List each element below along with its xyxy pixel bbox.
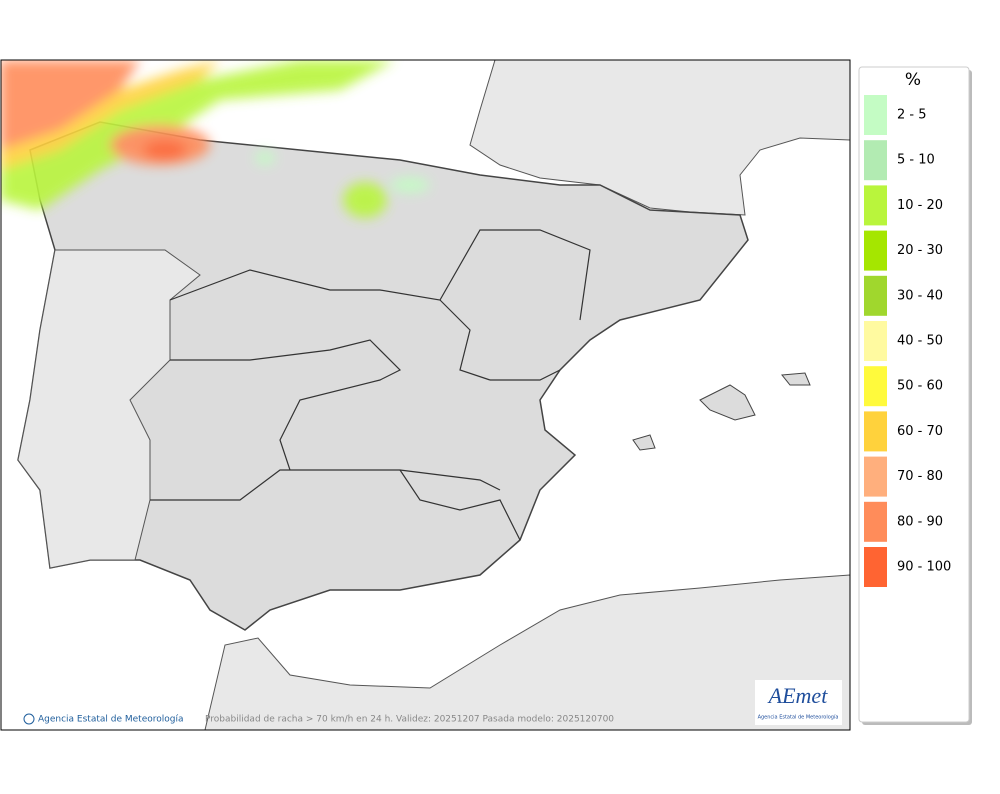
legend-swatch bbox=[864, 547, 887, 587]
footer-credit: Agencia Estatal de Meteorología bbox=[38, 715, 184, 725]
logo: AEmet bbox=[767, 683, 829, 708]
legend-swatch bbox=[864, 275, 887, 316]
caption: Probabilidad de racha > 70 km/h en 24 h.… bbox=[205, 715, 614, 725]
legend-swatch bbox=[864, 230, 887, 271]
legend-label: 2 - 5 bbox=[897, 108, 927, 123]
logo-subtitle: Agencia Estatal de Meteorología bbox=[758, 714, 839, 721]
legend-items: 2 - 5 5 - 10 10 - 20 20 - 30 30 - 40 40 - 50 5… bbox=[864, 95, 951, 587]
probability-overlay bbox=[1, 60, 430, 218]
ibiza bbox=[632, 434, 656, 451]
legend-swatch bbox=[864, 185, 887, 226]
legend-label: 30 - 40 bbox=[897, 288, 943, 303]
legend-swatch bbox=[864, 501, 887, 542]
legend-label: 40 - 50 bbox=[897, 334, 943, 349]
copyright-icon bbox=[23, 713, 35, 725]
legend-label: 80 - 90 bbox=[897, 514, 943, 529]
map: Agencia Estatal de Meteorología Probabil… bbox=[1, 60, 850, 730]
legend-swatch bbox=[864, 411, 887, 452]
legend-label: 90 - 100 bbox=[897, 560, 951, 575]
logo-box bbox=[755, 680, 842, 725]
legend-swatch bbox=[864, 456, 887, 497]
legend-title: % bbox=[905, 70, 921, 90]
map-frame bbox=[0, 59, 851, 731]
legend-label: 20 - 30 bbox=[897, 243, 943, 258]
legend-label: 60 - 70 bbox=[897, 424, 943, 439]
legend-swatch bbox=[864, 366, 887, 407]
mallorca bbox=[699, 384, 756, 421]
legend-label: 70 - 80 bbox=[897, 469, 943, 484]
portugal-border bbox=[17, 249, 201, 569]
africa bbox=[204, 574, 850, 730]
legend-swatch bbox=[864, 95, 887, 135]
legend-swatch bbox=[864, 321, 887, 361]
legend-swatch bbox=[864, 140, 887, 181]
menorca bbox=[781, 372, 811, 386]
legend-label: 10 - 20 bbox=[897, 198, 943, 213]
legend-label: 5 - 10 bbox=[897, 153, 935, 168]
legend-label: 50 - 60 bbox=[897, 379, 943, 394]
region-borders bbox=[150, 229, 591, 541]
